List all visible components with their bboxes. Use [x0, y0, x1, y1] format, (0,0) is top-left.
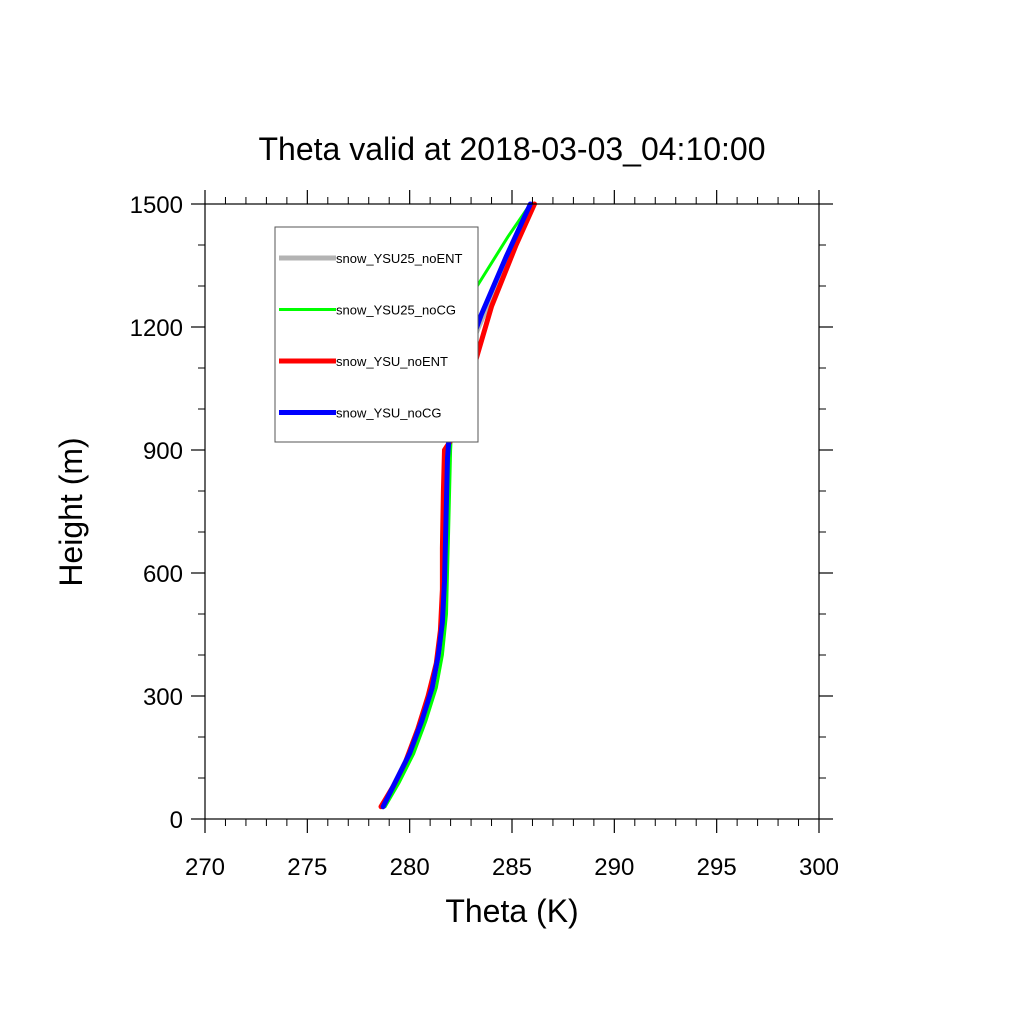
legend-label: snow_YSU25_noCG — [336, 303, 456, 318]
y-axis-label: Height (m) — [53, 437, 89, 586]
x-axis-label: Theta (K) — [445, 893, 578, 929]
axes-layer: 270 275 280 285 290 295 300 0 300 600 900 1200 1500 — [130, 190, 839, 881]
y-tick-label: 1500 — [130, 192, 183, 219]
x-tick-label: 300 — [799, 854, 839, 881]
legend-label: snow_YSU_noENT — [336, 354, 448, 369]
x-tick-label: 280 — [390, 854, 430, 881]
y-tick-label: 600 — [143, 561, 183, 588]
x-tick-label: 270 — [185, 854, 225, 881]
legend: snow_YSU25_noENT snow_YSU25_noCG snow_YSU_… — [274, 226, 479, 443]
legend-label: snow_YSU_noCG — [336, 406, 442, 421]
chart-title: Theta valid at 2018-03-03_04:10:00 — [258, 131, 765, 167]
y-tick-label: 900 — [143, 438, 183, 465]
x-tick-label: 295 — [697, 854, 737, 881]
x-tick-label: 290 — [594, 854, 634, 881]
y-tick-label: 1200 — [130, 315, 183, 342]
x-tick-label: 285 — [492, 854, 532, 881]
x-tick-label: 275 — [287, 854, 327, 881]
y-tick-label: 300 — [143, 684, 183, 711]
legend-box — [274, 226, 479, 443]
legend-label: snow_YSU25_noENT — [336, 251, 463, 266]
y-tick-label: 0 — [170, 807, 183, 834]
